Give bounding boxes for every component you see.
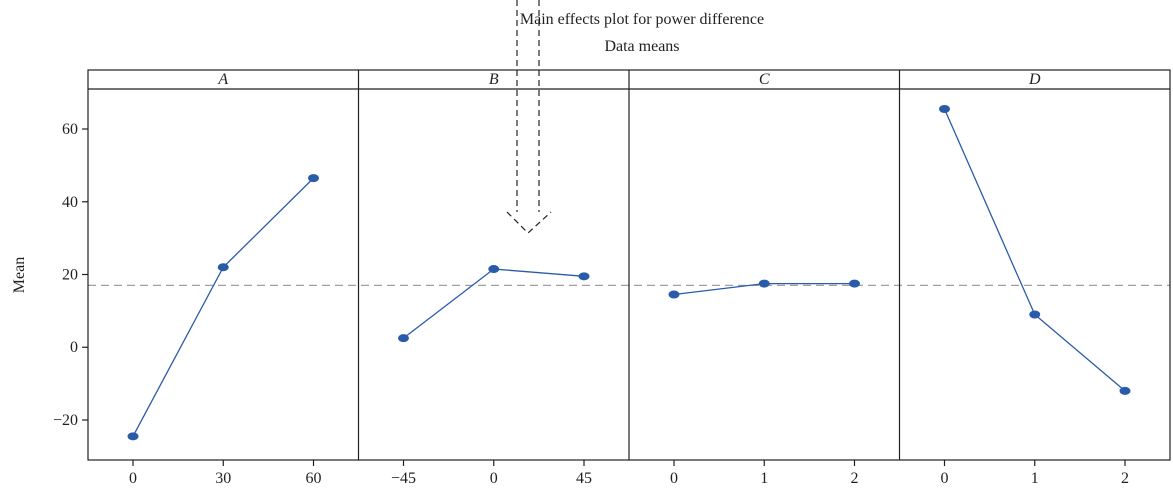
data-point: [398, 334, 409, 343]
x-tick-label: 1: [760, 470, 768, 487]
x-tick-label: 0: [670, 470, 678, 487]
series-line-A: [132, 177, 314, 437]
chart-title: Main effects plot for power difference: [520, 11, 764, 28]
x-tick-label: 30: [215, 470, 231, 487]
series-line-B: [403, 268, 585, 339]
data-point: [217, 263, 229, 272]
x-tick-label: 60: [306, 470, 322, 487]
series-line-D: [943, 108, 1126, 392]
x-tick-label: 0: [129, 470, 137, 487]
x-tick-label: 1: [1031, 470, 1039, 487]
data-point: [849, 279, 860, 288]
x-tick-label: 2: [851, 470, 859, 487]
y-axis-label: Mean: [11, 257, 28, 293]
down-arrow-annotation: [506, 0, 552, 234]
x-tick-label: −45: [391, 470, 416, 487]
data-point: [578, 272, 590, 281]
y-tick-label: 40: [62, 194, 78, 211]
data-point: [1029, 310, 1041, 319]
y-tick-label: −20: [53, 412, 78, 429]
plot-area: −20 0 20 40 60 A 0 30 60 B −45 0 45 C 0 1 2 D 0 1 2: [53, 69, 1171, 487]
data-point: [308, 174, 319, 183]
data-point: [488, 265, 500, 274]
panel-label-C: C: [759, 71, 770, 88]
data-point: [127, 432, 139, 441]
panel-label-A: A: [217, 71, 228, 88]
arrow-head: [506, 211, 552, 234]
x-tick-label: 45: [576, 470, 592, 487]
y-tick-label: 20: [62, 267, 78, 284]
x-tick-label: 0: [941, 470, 949, 487]
chart-subtitle: Data means: [604, 38, 679, 55]
data-point: [939, 105, 950, 114]
x-tick-label: 0: [490, 470, 498, 487]
panel-label-B: B: [489, 71, 499, 88]
x-tick-label: 2: [1121, 470, 1129, 487]
data-point: [758, 279, 770, 288]
data-point: [668, 290, 680, 299]
y-tick-label: 60: [62, 121, 78, 138]
data-point: [1119, 386, 1131, 395]
panel-label-D: D: [1028, 71, 1041, 88]
y-tick-label: 0: [70, 339, 78, 356]
